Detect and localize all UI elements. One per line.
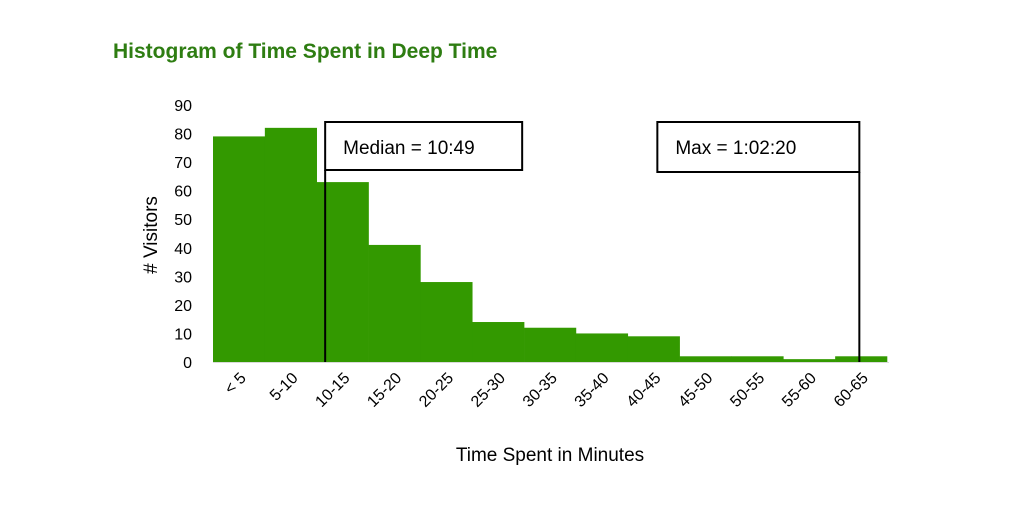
- bar-10: [679, 356, 732, 362]
- x-tick-label: 55-60: [779, 370, 820, 411]
- x-tick-label: 40-45: [624, 370, 665, 411]
- bar-1: [213, 136, 266, 362]
- x-tick-label: 20-25: [416, 370, 457, 411]
- y-tick-label: 30: [174, 269, 192, 286]
- bar-5: [420, 282, 473, 362]
- y-tick-label: 50: [174, 212, 192, 229]
- y-tick-label: 60: [174, 184, 192, 201]
- annotation-box-1: [324, 121, 524, 171]
- bar-4: [368, 244, 421, 362]
- annotation-box-2: [656, 121, 861, 173]
- annotation-label-2: Max = 1:02:20: [675, 138, 796, 159]
- annotation-label-1: Median = 10:49: [343, 138, 475, 159]
- y-tick-label: 80: [174, 127, 192, 144]
- x-tick-label: 5-10: [267, 370, 302, 405]
- x-tick-label: 15-20: [364, 370, 405, 411]
- annotations-group: Median = 10:49 Max = 1:02:20: [324, 121, 861, 362]
- y-tick-label: 40: [174, 241, 192, 258]
- y-tick-label: 0: [183, 355, 192, 372]
- bar-13: [835, 356, 888, 362]
- chart-title: Histogram of Time Spent in Deep Time: [113, 40, 497, 63]
- x-tick-label: 25-30: [468, 370, 509, 411]
- x-tick-label: 50-55: [727, 370, 768, 411]
- y-tick-label: 10: [174, 326, 192, 343]
- y-axis-ticks: 0 10 20 30 40 50 60 70 80 90: [174, 98, 192, 372]
- x-axis-title: Time Spent in Minutes: [456, 445, 644, 466]
- bar-7: [524, 327, 577, 362]
- bar-2: [264, 127, 317, 362]
- bar-12: [783, 359, 836, 362]
- y-tick-label: 20: [174, 298, 192, 315]
- x-tick-label: 60-65: [831, 370, 872, 411]
- bars-group: [213, 127, 888, 362]
- x-tick-label: < 5: [222, 370, 250, 398]
- y-axis-title: # Visitors: [141, 196, 162, 274]
- y-tick-label: 90: [174, 98, 192, 115]
- bar-11: [731, 356, 784, 362]
- x-tick-label: 45-50: [675, 370, 716, 411]
- bar-6: [472, 322, 525, 362]
- x-tick-label: 35-40: [572, 370, 613, 411]
- x-tick-label: 30-35: [520, 370, 561, 411]
- x-tick-label: 10-15: [312, 370, 353, 411]
- y-tick-label: 70: [174, 155, 192, 172]
- bar-9: [627, 336, 680, 362]
- x-axis-ticks: < 5 5-10 10-15 15-20 20-25 25-30 30-35 35-40 40-…: [222, 370, 872, 411]
- bar-8: [575, 333, 629, 362]
